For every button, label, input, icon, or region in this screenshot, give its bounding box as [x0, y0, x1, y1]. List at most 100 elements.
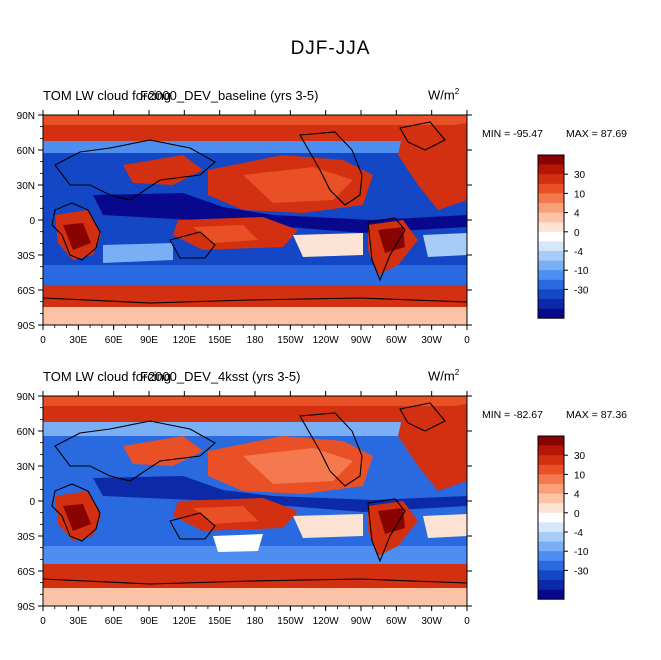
x-tick-label: 120E — [173, 335, 197, 346]
x-tick-label: 180 — [247, 616, 264, 627]
panel-1-units: W/m2 — [428, 87, 460, 103]
x-tick-label: 120W — [313, 616, 340, 627]
y-tick-label: 30N — [17, 462, 35, 473]
panel-2-axes: 0 30E 60E 90E 120E 150E 180 150W 120W 90W 60W 30W 09… — [17, 391, 472, 627]
x-tick-label: 90E — [140, 335, 158, 346]
colorbar-swatch — [538, 532, 564, 542]
colorbar-swatch — [538, 193, 564, 204]
colorbar-swatch — [538, 212, 564, 223]
colorbar-swatch — [538, 541, 564, 552]
panel-2-left-title: TOM LW cloud forcing — [43, 369, 172, 384]
colorbar-frame — [537, 154, 565, 319]
x-tick-label: 150W — [277, 616, 304, 627]
panel-2-max-label: MAX = 87.36 — [566, 409, 627, 421]
x-tick-label: 0 — [464, 616, 470, 627]
colorbar-label: 10 — [574, 470, 586, 481]
colorbar-swatch — [538, 308, 564, 319]
y-tick-label: 90N — [17, 111, 35, 122]
panel-1-colorbar: 30 10 4 0 -4 -10 -30 — [537, 154, 589, 319]
x-tick-label: 150E — [208, 335, 232, 346]
x-tick-label: 0 — [40, 616, 46, 627]
panel-2-min-label: MIN = -82.67 — [482, 409, 543, 421]
colorbar-swatch — [538, 203, 564, 213]
colorbar-swatch — [538, 155, 564, 165]
colorbar-swatch — [538, 560, 564, 571]
x-tick-label: 30W — [421, 335, 442, 346]
x-tick-label: 60W — [386, 335, 407, 346]
colorbar-swatch — [538, 260, 564, 271]
colorbar-swatch — [538, 183, 564, 194]
x-tick-label: 90W — [351, 616, 372, 627]
colorbar-swatch — [538, 503, 564, 514]
y-tick-label: 60S — [17, 286, 35, 297]
panel-2-center-title: F2000_DEV_4ksst (yrs 3-5) — [140, 369, 301, 384]
colorbar-swatch — [538, 222, 564, 233]
panel-1-center-title: F2000_DEV_baseline (yrs 3-5) — [140, 88, 319, 103]
y-tick-label: 90S — [17, 321, 35, 332]
x-tick-label: 120W — [313, 335, 340, 346]
colorbar-label: -4 — [574, 247, 583, 258]
main-title: DJF-JJA — [290, 38, 371, 59]
x-tick-label: 180 — [247, 335, 264, 346]
colorbar-swatch — [538, 493, 564, 504]
colorbar-swatch — [538, 551, 564, 562]
x-tick-label: 90E — [140, 616, 158, 627]
panel-1-max-label: MAX = 87.69 — [566, 128, 627, 140]
x-tick-label: 60W — [386, 616, 407, 627]
colorbar-label: 30 — [574, 170, 586, 181]
panel-2-units: W/m2 — [428, 368, 460, 384]
colorbar-label: -10 — [574, 266, 589, 277]
x-tick-label: 60E — [105, 616, 123, 627]
y-tick-label: 30N — [17, 181, 35, 192]
panel-1-left-title: TOM LW cloud forcing — [43, 88, 172, 103]
colorbar-label: 4 — [574, 209, 580, 220]
colorbar-label: -10 — [574, 547, 589, 558]
x-tick-label: 0 — [40, 335, 46, 346]
x-tick-label: 90W — [351, 335, 372, 346]
x-tick-label: 0 — [464, 335, 470, 346]
y-tick-label: 60S — [17, 567, 35, 578]
panel-1-min-label: MIN = -95.47 — [482, 128, 543, 140]
colorbar-swatch — [538, 484, 564, 494]
colorbar-swatch — [538, 589, 564, 600]
y-tick-label: 60N — [17, 146, 35, 157]
x-tick-label: 120E — [173, 616, 197, 627]
x-tick-label: 60E — [105, 335, 123, 346]
colorbar-swatch — [538, 570, 564, 581]
x-tick-label: 150W — [277, 335, 304, 346]
x-tick-label: 30W — [421, 616, 442, 627]
colorbar-swatch — [538, 289, 564, 300]
colorbar-label: 4 — [574, 490, 580, 501]
x-tick-label: 150E — [208, 616, 232, 627]
colorbar-label: -30 — [574, 566, 589, 577]
colorbar-frame — [537, 435, 565, 600]
colorbar-swatch — [538, 174, 564, 185]
panel-2-colorbar: 30 10 4 0 -4 -10 -30 — [537, 435, 589, 600]
y-tick-label: 90S — [17, 602, 35, 613]
colorbar-swatch — [538, 231, 564, 242]
y-tick-label: 0 — [29, 497, 35, 508]
colorbar-label: -4 — [574, 528, 583, 539]
y-tick-label: 60N — [17, 427, 35, 438]
colorbar-swatch — [538, 474, 564, 485]
colorbar-label: 10 — [574, 189, 586, 200]
colorbar-swatch — [538, 279, 564, 290]
colorbar-label: 30 — [574, 451, 586, 462]
colorbar-swatch — [538, 445, 564, 456]
y-tick-label: 30S — [17, 251, 35, 262]
colorbar-swatch — [538, 436, 564, 446]
colorbar-swatch — [538, 580, 564, 590]
colorbar-label: 0 — [574, 509, 580, 520]
colorbar-swatch — [538, 522, 564, 533]
x-tick-label: 30E — [69, 616, 87, 627]
colorbar-swatch — [538, 299, 564, 309]
colorbar-swatch — [538, 512, 564, 523]
y-tick-label: 30S — [17, 532, 35, 543]
colorbar-label: 0 — [574, 228, 580, 239]
colorbar-swatch — [538, 455, 564, 466]
y-tick-label: 90N — [17, 392, 35, 403]
colorbar-swatch — [538, 464, 564, 475]
colorbar-swatch — [538, 241, 564, 252]
panel-2-map: 0 30E 60E 90E 120E 150E 180 150W 120W 90W 60W 30W 09… — [17, 391, 472, 627]
